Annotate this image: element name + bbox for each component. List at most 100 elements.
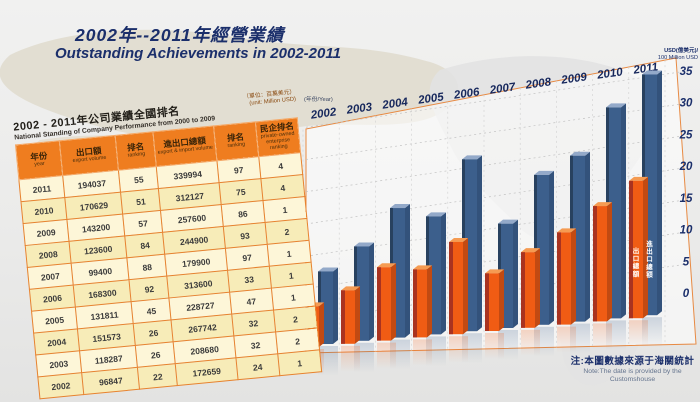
bar-top-face — [642, 70, 662, 75]
table-column-header: 排名 ranking — [115, 131, 157, 171]
year-label-2008: 2008 — [524, 76, 553, 92]
bar-top-face — [426, 212, 446, 217]
series-label-import-export: 進出口總額 — [645, 239, 653, 278]
bar-reflection — [557, 326, 576, 353]
bar-reflection — [593, 323, 612, 350]
bar-side-face — [369, 242, 374, 341]
year-label-2002: 2002 — [309, 106, 338, 122]
bar-shade-edge — [629, 180, 633, 319]
year-label-2003: 2003 — [345, 101, 374, 117]
y-axis-unit-zh: USD(億美元)/ — [664, 46, 698, 54]
series-label-export: 出口總額 — [632, 246, 640, 278]
bar-reflection — [629, 320, 648, 347]
table-cell: 96847 — [81, 367, 140, 395]
ranking-table-panel: 2002 - 2011年公司業績全國排名 National Standing o… — [12, 89, 322, 399]
footnote-en: Note:The date is provided by the Customs… — [583, 367, 682, 384]
bar-side-face — [355, 286, 360, 344]
bar-side-face — [333, 267, 338, 344]
bar-shade-edge — [377, 267, 381, 341]
y-axis-tick: 15 — [680, 193, 693, 205]
bar-side-face — [513, 219, 518, 328]
bar-top-face — [377, 263, 396, 268]
bar-side-face — [621, 103, 626, 319]
bar-side-face — [585, 151, 590, 322]
bar-top-face — [557, 228, 576, 233]
bar-side-face — [427, 265, 432, 338]
y-axis-tick: 35 — [680, 66, 693, 78]
y-axis-tick: 0 — [683, 288, 690, 300]
bar-top-face — [534, 170, 554, 175]
table-column-header: 排名 ranking — [213, 121, 259, 161]
column-header-en: private-owned enterprise ranking — [260, 130, 295, 151]
table-column-header: 進出口總額 export & import volume — [153, 125, 217, 167]
table-column-header: 民企排名 private-owned enterprise ranking — [255, 117, 301, 157]
bar-shade-edge — [521, 252, 525, 328]
gridline-horizontal — [305, 231, 686, 289]
x-axis-label: (年份/Year) — [304, 95, 333, 103]
bar-top-face — [570, 151, 590, 156]
bar-side-face — [535, 248, 540, 328]
y-axis-tick: 5 — [683, 256, 690, 268]
bar-reflection — [413, 339, 432, 366]
year-label-2006: 2006 — [452, 86, 481, 102]
year-label-2007: 2007 — [488, 81, 517, 97]
bar-reflection — [449, 336, 468, 363]
bar-reflection — [341, 345, 360, 372]
bar-shade-edge — [557, 232, 561, 325]
bar-top-face — [462, 155, 482, 160]
bar-shade-edge — [413, 269, 417, 338]
bar-side-face — [571, 228, 576, 325]
bar-reflection — [485, 333, 504, 359]
table-column-header: 出口額 export volume — [59, 135, 119, 176]
bar-side-face — [405, 204, 410, 338]
page-title-zh: 2002年--2011年經營業績 — [75, 25, 285, 45]
gridline-horizontal — [305, 71, 681, 128]
year-label-2004: 2004 — [381, 96, 410, 112]
bar-top-face — [593, 202, 612, 207]
y-axis-tick: 10 — [680, 225, 693, 237]
gridline-horizontal — [305, 167, 684, 225]
bar-side-face — [607, 202, 612, 322]
bar-side-face — [441, 212, 446, 335]
bar-shade-edge — [593, 206, 597, 322]
bar-top-face — [485, 269, 504, 274]
table-cell: 1 — [277, 349, 322, 376]
bar-reflection — [377, 342, 396, 369]
y-axis-tick: 30 — [680, 98, 693, 110]
table-column-header: 年份 year — [15, 140, 63, 180]
bar-top-face — [341, 286, 360, 291]
page-title-en: Outstanding Achievements in 2002-2011 — [55, 45, 341, 63]
map-continent-eurasia — [0, 29, 459, 140]
year-label-2009: 2009 — [560, 71, 589, 87]
bar-side-face — [643, 176, 648, 319]
y-axis-unit-en: 100 Million USD — [658, 55, 698, 61]
table-cell: 2002 — [37, 372, 84, 399]
bar-top-face — [413, 265, 432, 270]
bar-side-face — [391, 263, 396, 341]
y-axis-tick: 25 — [679, 129, 693, 141]
bar-top-face — [390, 204, 410, 209]
bar-top-face — [354, 242, 374, 247]
bar-top-face — [521, 248, 540, 253]
gridline-horizontal — [305, 199, 685, 257]
footnote: 注:本圖數據來源于海關統計 Note:The date is provided … — [560, 356, 700, 385]
bar-top-face — [498, 219, 518, 224]
page-title: 2002年--2011年經營業績 Outstanding Achievement… — [55, 25, 341, 62]
bar-top-face — [318, 267, 338, 272]
table-cell: 24 — [235, 353, 280, 380]
bar-side-face — [499, 269, 504, 331]
bar-top-face — [449, 237, 468, 242]
bar-shade-edge — [485, 273, 489, 331]
footnote-zh: 注:本圖數據來源于海關統計 — [570, 356, 695, 367]
bar-side-face — [657, 70, 662, 316]
bar-reflection — [521, 329, 540, 356]
year-label-2010: 2010 — [595, 66, 624, 82]
year-label-2005: 2005 — [416, 91, 445, 107]
bar-top-face — [629, 176, 648, 181]
ranking-table: 年份 year 出口額 export volume 排名 ranking 進出口總額 expo… — [15, 117, 322, 399]
table-cell: 22 — [137, 363, 178, 390]
bar-side-face — [463, 237, 468, 335]
bar-shade-edge — [341, 290, 345, 344]
